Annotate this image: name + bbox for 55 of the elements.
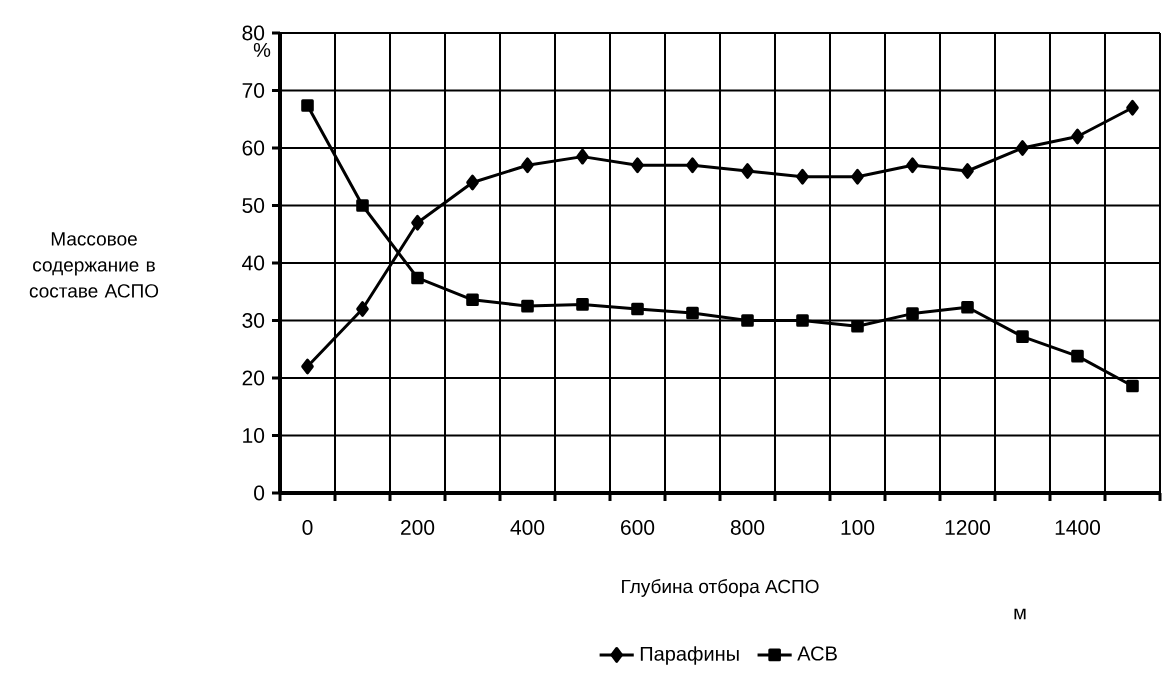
x-tick-label: 600 xyxy=(621,520,655,535)
point xyxy=(1071,128,1084,145)
y-tick-label: 70 xyxy=(242,83,265,98)
point xyxy=(466,293,479,307)
text: % xyxy=(253,42,271,57)
point xyxy=(356,301,369,317)
point xyxy=(851,168,864,185)
y-tick-label: 80 xyxy=(242,25,265,41)
y-axis-title: Массовое содержание в составе АСПО xyxy=(29,232,159,298)
x-tick-label: 0 xyxy=(302,520,313,535)
point xyxy=(851,319,864,333)
point xyxy=(906,157,919,174)
point xyxy=(1071,349,1084,363)
y-tick-label: 0 xyxy=(254,485,265,501)
point xyxy=(631,157,644,174)
point xyxy=(521,299,534,313)
point xyxy=(631,302,644,316)
y-tick-label: 20 xyxy=(242,370,265,386)
point xyxy=(576,148,589,165)
y-tick-label: 30 xyxy=(242,313,265,328)
point xyxy=(576,298,589,311)
y-tick-label: 50 xyxy=(242,198,265,213)
point xyxy=(1126,99,1139,116)
legend-label: Парафины xyxy=(640,646,739,665)
x-tick-label: 800 xyxy=(730,520,765,535)
x-tick-label: 400 xyxy=(510,520,545,535)
text: м xyxy=(1014,608,1026,620)
point xyxy=(686,306,699,320)
point xyxy=(741,163,754,179)
point xyxy=(741,314,754,327)
point xyxy=(301,358,314,375)
point xyxy=(1126,379,1139,393)
y-tick-label: 40 xyxy=(242,255,265,271)
legend-label: АСВ xyxy=(797,646,837,661)
y-tick-label: 10 xyxy=(243,428,265,443)
x-tick-label: 200 xyxy=(401,520,435,535)
point xyxy=(796,168,809,185)
point xyxy=(301,99,314,112)
x-axis-title: Глубина отбора АСПО xyxy=(622,579,819,597)
point xyxy=(796,314,809,327)
point xyxy=(411,214,424,231)
point xyxy=(686,157,699,174)
point xyxy=(356,199,369,212)
point xyxy=(411,271,424,285)
point xyxy=(466,174,479,191)
point xyxy=(1016,140,1029,156)
x-tick-label: 1400 xyxy=(1055,520,1101,535)
x-tick-label: 1200 xyxy=(945,520,991,535)
point xyxy=(521,157,534,174)
point xyxy=(1016,330,1029,343)
x-tick-label: 100 xyxy=(841,520,875,535)
point xyxy=(961,300,974,314)
y-tick-label: 60 xyxy=(242,140,265,156)
point xyxy=(961,163,974,179)
point xyxy=(906,307,919,320)
